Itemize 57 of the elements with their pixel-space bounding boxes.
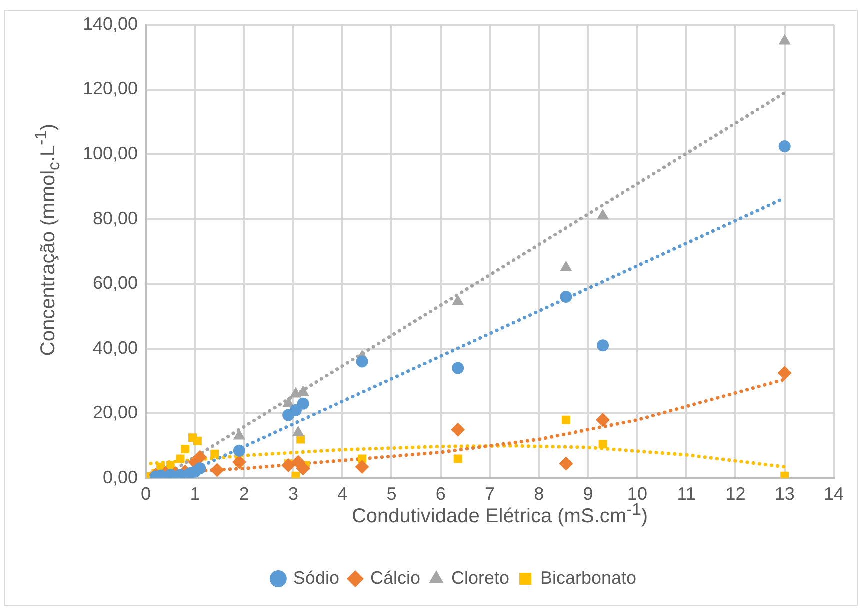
y-tick-label: 120,00 — [82, 78, 138, 99]
x-tick-label: 4 — [338, 484, 348, 504]
point — [297, 398, 310, 410]
y-tick-label: 60,00 — [93, 273, 138, 294]
x-tick-label: 13 — [774, 484, 795, 504]
point — [778, 366, 792, 380]
legend-label: Sódio — [293, 568, 340, 588]
point — [282, 458, 296, 472]
x-tick-label: 14 — [824, 484, 844, 504]
x-tick-label: 11 — [677, 484, 696, 504]
point — [181, 445, 190, 454]
x-tick-label: 1 — [190, 484, 200, 504]
point — [210, 450, 220, 458]
point — [176, 454, 185, 464]
point — [560, 260, 572, 272]
x-tick-label: 2 — [239, 484, 250, 504]
point — [454, 454, 462, 464]
point — [598, 440, 608, 449]
point — [193, 450, 208, 464]
point — [597, 340, 610, 352]
point — [282, 396, 295, 408]
point — [452, 362, 464, 374]
y-tick-label: 100,00 — [82, 144, 138, 164]
point — [166, 461, 175, 470]
point — [778, 34, 791, 45]
point — [232, 455, 246, 470]
point — [292, 472, 300, 478]
point — [193, 436, 202, 446]
point — [194, 462, 206, 475]
x-tick-label: 0 — [141, 484, 152, 504]
y-tick-label: 80,00 — [93, 208, 138, 228]
point — [562, 416, 570, 424]
point — [596, 209, 610, 220]
point — [780, 472, 790, 478]
line-series — [149, 444, 787, 469]
point — [596, 413, 610, 428]
y-tick-label: 20,00 — [93, 402, 138, 423]
legend-label: Cálcio — [370, 568, 420, 588]
y-tick-label: 40,00 — [93, 338, 138, 358]
point — [292, 426, 304, 437]
point — [210, 463, 224, 478]
legend-label: Cloreto — [451, 568, 510, 588]
point — [356, 356, 368, 368]
point — [560, 291, 572, 304]
legend-label: Bicarbonato — [540, 568, 637, 588]
point — [451, 422, 466, 437]
y-tick-label: 140,00 — [82, 14, 138, 34]
point — [452, 294, 464, 306]
y-tick-label: 0,00 — [103, 467, 138, 488]
x-tick-label: 3 — [288, 484, 298, 504]
point — [296, 462, 310, 476]
point — [778, 140, 791, 152]
point — [233, 444, 246, 457]
x-tick-label: 12 — [726, 484, 746, 504]
point — [559, 456, 574, 471]
point — [355, 460, 370, 474]
point — [290, 404, 302, 416]
